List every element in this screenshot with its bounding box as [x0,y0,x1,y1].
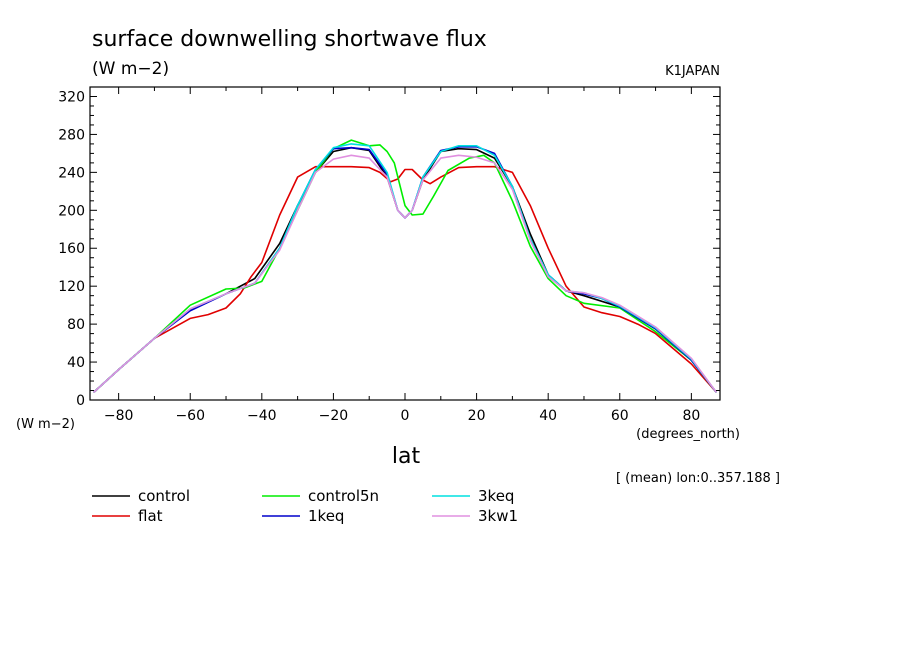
y-tick-label: 160 [58,241,85,257]
series-line-3kw1 [93,154,718,393]
series-line-3keq [93,143,718,393]
y-tick-label: 280 [58,127,85,143]
legend-label-control5n: control5n [308,487,379,505]
legend-label-flat: flat [138,507,163,525]
y-tick-label: 120 [58,279,85,295]
x-tick-label: 20 [468,408,486,424]
x-tick-label: 0 [401,408,410,424]
domain-note: [ (mean) lon:0..357.188 ] [616,471,780,486]
y-tick-label: 200 [58,203,85,219]
x-tick-label: 40 [539,408,557,424]
x-tick-label: −80 [104,408,134,424]
legend-label-3kw1: 3kw1 [478,507,518,525]
x-tick-label: 60 [611,408,629,424]
legend-label-1keq: 1keq [308,507,344,525]
y-tick-label: 40 [67,355,85,371]
plot-frame [89,86,721,401]
series-line-control [93,146,718,393]
x-tick-label: −20 [319,408,349,424]
x-axis-units: (degrees_north) [636,427,740,442]
x-tick-label: −40 [247,408,277,424]
x-axis-label: lat [392,444,421,469]
plot-series [93,139,718,393]
legend: control flat control5n 1keq 3keq 3kw1 [92,487,518,525]
series-line-1keq [93,146,718,393]
chart-subtitle: (W m−2) [92,59,169,79]
series-line-flat [93,165,718,393]
axis-ticks: −80 −60 −40 −20 0 20 40 60 80 0 40 80 120 160 200 240 28… [58,86,720,424]
y-tick-label: 320 [58,89,85,105]
y-tick-label: 0 [76,393,85,409]
y-tick-label: 80 [67,317,85,333]
legend-label-control: control [138,487,190,505]
y-tick-label: 240 [58,165,85,181]
series-line-control5n [93,139,718,393]
legend-label-3keq: 3keq [478,487,514,505]
chart-title: surface downwelling shortwave flux [92,27,487,52]
x-tick-label: 80 [682,408,700,424]
x-tick-label: −60 [175,408,205,424]
model-label: K1JAPAN [665,64,720,79]
y-axis-units: (W m−2) [16,417,75,432]
